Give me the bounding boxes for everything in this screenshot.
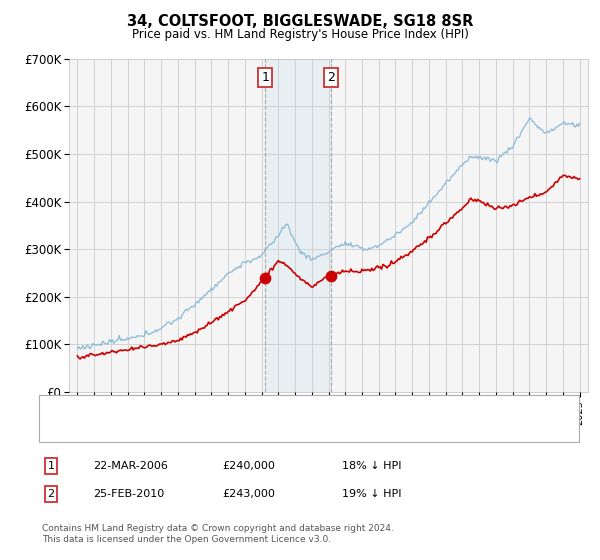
Text: 2: 2: [327, 71, 335, 85]
Point: [326, 272, 336, 281]
Text: 2: 2: [47, 489, 55, 499]
Text: 18% ↓ HPI: 18% ↓ HPI: [342, 461, 401, 471]
Text: 1: 1: [261, 71, 269, 85]
Text: £243,000: £243,000: [222, 489, 275, 499]
Text: £240,000: £240,000: [222, 461, 275, 471]
Text: Contains HM Land Registry data © Crown copyright and database right 2024.: Contains HM Land Registry data © Crown c…: [42, 524, 394, 533]
Text: 22-MAR-2006: 22-MAR-2006: [93, 461, 168, 471]
Text: Price paid vs. HM Land Registry's House Price Index (HPI): Price paid vs. HM Land Registry's House …: [131, 28, 469, 41]
Text: 19% ↓ HPI: 19% ↓ HPI: [342, 489, 401, 499]
Text: This data is licensed under the Open Government Licence v3.0.: This data is licensed under the Open Gov…: [42, 535, 331, 544]
Text: 25-FEB-2010: 25-FEB-2010: [93, 489, 164, 499]
Text: 1: 1: [47, 461, 55, 471]
Text: HPI: Average price, detached house, Central Bedfordshire: HPI: Average price, detached house, Cent…: [93, 423, 408, 433]
Text: 34, COLTSFOOT, BIGGLESWADE, SG18 8SR: 34, COLTSFOOT, BIGGLESWADE, SG18 8SR: [127, 14, 473, 29]
Point: [260, 273, 270, 282]
Bar: [265, 59, 331, 392]
Text: 34, COLTSFOOT, BIGGLESWADE, SG18 8SR (detached house): 34, COLTSFOOT, BIGGLESWADE, SG18 8SR (de…: [93, 404, 426, 414]
